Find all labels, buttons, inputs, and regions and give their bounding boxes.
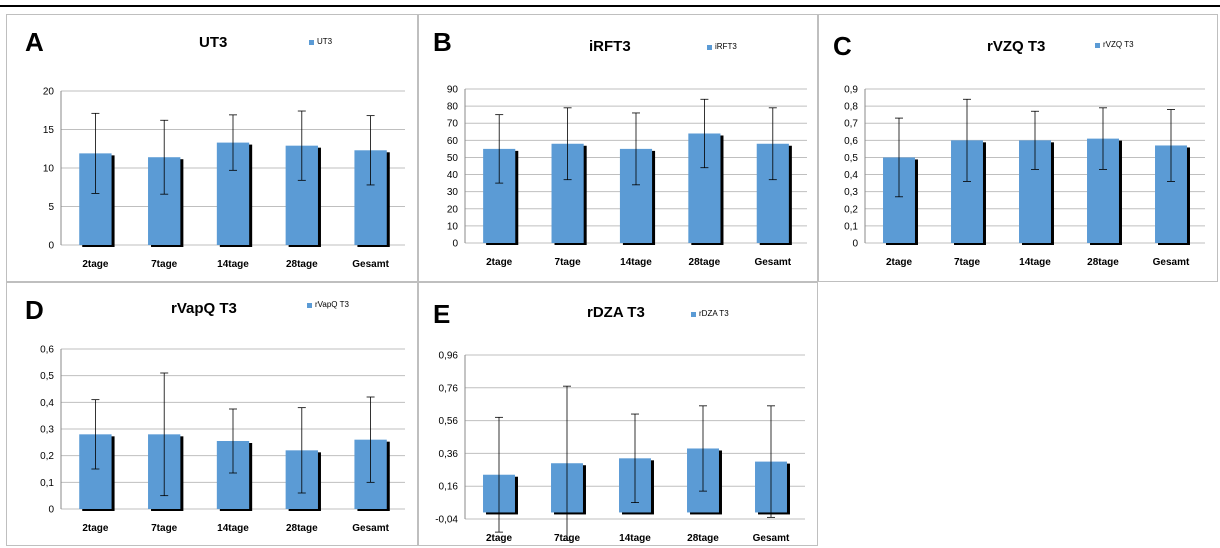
y-tick-label: 40 bbox=[447, 170, 459, 181]
top-rule bbox=[0, 5, 1220, 7]
y-tick-label: 0,2 bbox=[844, 204, 858, 215]
x-tick-label: 2tage bbox=[486, 257, 513, 268]
legend: rDZA T3 bbox=[691, 310, 729, 318]
x-tick-label: 28tage bbox=[689, 257, 721, 268]
chart-panel-d: D rVapQ T3 rVapQ T3 0 0,1 0,2 0,3 0,4 0,5 0,6 2… bbox=[6, 282, 418, 546]
y-tick-label: 60 bbox=[447, 136, 459, 147]
x-tick-label: 14tage bbox=[1019, 257, 1051, 268]
chart-plot: 0 0,1 0,2 0,3 0,4 0,5 0,6 0,7 0,8 0,9 2tage 7tage 14… bbox=[844, 85, 1205, 268]
x-tick-label: 28tage bbox=[687, 533, 719, 544]
legend-swatch bbox=[691, 311, 696, 317]
legend-swatch bbox=[309, 39, 314, 45]
y-tick-label: 0,7 bbox=[844, 119, 858, 130]
y-tick-label: 50 bbox=[447, 153, 459, 164]
legend-swatch bbox=[1095, 42, 1100, 48]
x-tick-label: 14tage bbox=[217, 523, 249, 534]
y-tick-label: 0,9 bbox=[844, 85, 858, 96]
chart-panel-a: A UT3 UT3 0 5 10 15 20 2tage 7tage 14tage 28tage… bbox=[6, 14, 418, 282]
chart-panel-c: C rVZQ T3 rVZQ T3 0 0,1 0,2 0,3 0,4 0,5 0,6 0,7… bbox=[818, 14, 1218, 282]
y-tick-label: 90 bbox=[447, 85, 459, 96]
panel-letter: D bbox=[25, 295, 44, 325]
y-tick-label: 0,4 bbox=[844, 170, 858, 181]
y-tick-label: 70 bbox=[447, 119, 459, 130]
legend-label: rDZA T3 bbox=[699, 309, 729, 318]
x-tick-label: Gesamt bbox=[754, 257, 791, 268]
legend-label: iRFT3 bbox=[715, 42, 737, 51]
x-tick-label: Gesamt bbox=[1153, 257, 1190, 268]
x-tick-label: 2tage bbox=[82, 259, 109, 270]
y-tick-label: 0,56 bbox=[439, 416, 459, 427]
x-tick-label: 14tage bbox=[619, 533, 651, 544]
panel-letter: A bbox=[25, 27, 44, 57]
chart-plot: 0 5 10 15 20 2tage 7tage 14tage 28tage Gesamt bbox=[43, 87, 405, 270]
y-tick-label: 0,4 bbox=[40, 398, 54, 409]
legend-swatch bbox=[307, 302, 312, 308]
chart-plot: 0 10 20 30 40 50 60 70 80 90 2tage 7tage 14tage 28tag… bbox=[447, 85, 807, 268]
y-tick-label: 10 bbox=[447, 221, 459, 232]
y-tick-label: 0,76 bbox=[439, 383, 459, 394]
x-tick-label: 7tage bbox=[555, 257, 582, 268]
chart-title: UT3 bbox=[199, 34, 228, 51]
x-tick-label: 28tage bbox=[286, 523, 318, 534]
y-tick-label: 80 bbox=[447, 102, 459, 113]
y-tick-label: 0,1 bbox=[844, 221, 858, 232]
y-tick-label: 0,3 bbox=[844, 187, 858, 198]
y-tick-label: 0,1 bbox=[40, 478, 54, 489]
y-tick-label: 0,6 bbox=[40, 345, 54, 356]
y-tick-label: 0,5 bbox=[40, 371, 54, 382]
y-tick-label: 0,2 bbox=[40, 451, 54, 462]
x-tick-label: Gesamt bbox=[352, 259, 389, 270]
chart-title: rDZA T3 bbox=[587, 304, 645, 321]
y-tick-label: 0 bbox=[452, 239, 458, 250]
y-tick-label: 5 bbox=[48, 202, 54, 213]
chart-title: iRFT3 bbox=[589, 38, 631, 55]
chart-panel-e: E rDZA T3 rDZA T3 -0,04 0,16 0,36 0,56 0,76 0… bbox=[418, 282, 818, 546]
chart-title: rVapQ T3 bbox=[171, 300, 237, 317]
x-tick-label: 7tage bbox=[151, 259, 178, 270]
chart-plot: -0,04 0,16 0,36 0,56 0,76 0,96 2tage 7tage 14tag… bbox=[435, 351, 805, 544]
y-tick-label: 0,36 bbox=[439, 449, 459, 460]
x-tick-label: 28tage bbox=[286, 259, 318, 270]
x-tick-label: 14tage bbox=[217, 259, 249, 270]
chart-plot: 0 0,1 0,2 0,3 0,4 0,5 0,6 2tage 7tage 14tage 28tag… bbox=[40, 345, 405, 534]
panel-letter: E bbox=[433, 299, 451, 329]
legend-label: rVapQ T3 bbox=[315, 300, 349, 309]
panel-letter: B bbox=[433, 27, 452, 57]
x-tick-label: 28tage bbox=[1087, 257, 1119, 268]
y-tick-label: 30 bbox=[447, 187, 459, 198]
y-tick-label: 20 bbox=[447, 204, 459, 215]
legend-swatch bbox=[707, 44, 712, 50]
y-tick-label: 20 bbox=[43, 87, 55, 98]
x-tick-label: 7tage bbox=[554, 533, 581, 544]
panel-letter: C bbox=[833, 31, 852, 61]
y-tick-label: 0,8 bbox=[844, 102, 858, 113]
legend-label: UT3 bbox=[317, 37, 333, 46]
x-tick-label: Gesamt bbox=[753, 533, 790, 544]
x-tick-label: 2tage bbox=[886, 257, 913, 268]
y-tick-label: 0,16 bbox=[439, 482, 459, 493]
legend: UT3 bbox=[309, 38, 332, 46]
y-tick-label: 0 bbox=[852, 239, 858, 250]
x-tick-label: 2tage bbox=[486, 533, 513, 544]
y-tick-label: 0,3 bbox=[40, 425, 54, 436]
y-tick-label: 10 bbox=[43, 164, 55, 175]
chart-title: rVZQ T3 bbox=[987, 38, 1046, 55]
chart-panel-b: B iRFT3 iRFT3 0 10 20 30 40 50 60 70 80 90 2tage 7t… bbox=[418, 14, 818, 282]
y-tick-label: 0 bbox=[48, 505, 54, 516]
legend: iRFT3 bbox=[707, 43, 737, 51]
x-tick-label: 7tage bbox=[954, 257, 981, 268]
y-tick-label: -0,04 bbox=[435, 515, 458, 526]
x-tick-label: Gesamt bbox=[352, 523, 389, 534]
legend-label: rVZQ T3 bbox=[1103, 40, 1134, 49]
x-tick-label: 7tage bbox=[151, 523, 178, 534]
legend: rVapQ T3 bbox=[307, 301, 349, 309]
y-tick-label: 0,5 bbox=[844, 153, 858, 164]
y-tick-label: 0,96 bbox=[439, 351, 459, 362]
legend: rVZQ T3 bbox=[1095, 41, 1134, 49]
y-tick-label: 15 bbox=[43, 125, 55, 136]
x-tick-label: 2tage bbox=[82, 523, 109, 534]
x-tick-label: 14tage bbox=[620, 257, 652, 268]
y-tick-label: 0 bbox=[48, 241, 54, 252]
y-tick-label: 0,6 bbox=[844, 136, 858, 147]
